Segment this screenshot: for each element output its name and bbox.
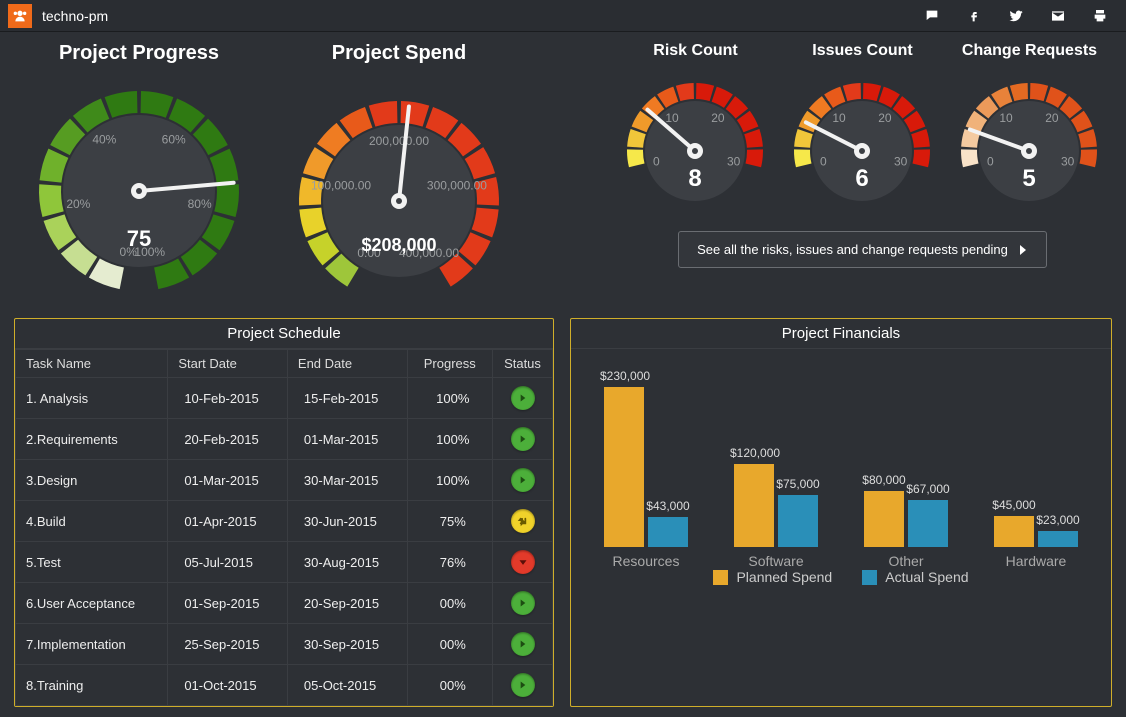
- status-icon: [511, 386, 535, 410]
- gauge-title: Issues Count: [780, 42, 945, 60]
- panel-title: Project Financials: [571, 319, 1111, 349]
- svg-text:$208,000: $208,000: [361, 235, 436, 255]
- gauge-title: Project Spend: [274, 42, 524, 65]
- status-icon: [511, 632, 535, 656]
- legend-planned: Planned Spend: [713, 569, 832, 585]
- bar-group: $45,000$23,000 Hardware: [981, 377, 1091, 569]
- bar-actual: $75,000: [778, 495, 818, 547]
- financials-chart: $230,000$43,000 Resources $120,000$75,000 S…: [571, 349, 1111, 603]
- svg-text:20: 20: [711, 111, 725, 125]
- svg-text:0: 0: [653, 154, 660, 168]
- svg-text:200,000.00: 200,000.00: [369, 134, 429, 148]
- legend-label: Planned Spend: [736, 569, 832, 585]
- table-header: Start Date: [168, 350, 288, 378]
- bar-planned: $230,000: [604, 387, 644, 547]
- bar-group: $120,000$75,000 Software: [721, 377, 831, 569]
- facebook-icon[interactable]: [966, 8, 982, 24]
- table-row: 7.Implementation25-Sep-201530-Sep-201500…: [16, 624, 553, 665]
- table-row: 2.Requirements20-Feb-201501-Mar-2015100%: [16, 419, 553, 460]
- table-row: 3.Design01-Mar-201530-Mar-2015100%: [16, 460, 553, 501]
- gauge-risk: Risk Count 0 10 20 30 8: [613, 42, 778, 221]
- table-row: 1. Analysis10-Feb-201515-Feb-2015100%: [16, 378, 553, 419]
- users-icon: [12, 8, 28, 24]
- topbar: techno-pm: [0, 0, 1126, 32]
- topbar-actions: [924, 8, 1118, 24]
- svg-text:60%: 60%: [162, 133, 186, 147]
- status-icon: [511, 509, 535, 533]
- bar-planned: $80,000: [864, 491, 904, 547]
- brand-name: techno-pm: [42, 8, 924, 24]
- chat-icon[interactable]: [924, 8, 940, 24]
- schedule-panel: Project Schedule Task NameStart DateEnd …: [14, 318, 554, 707]
- table-header: Progress: [407, 350, 493, 378]
- svg-text:10: 10: [665, 111, 679, 125]
- svg-text:5: 5: [1022, 165, 1035, 192]
- svg-text:30: 30: [727, 154, 741, 168]
- svg-text:100,000.00: 100,000.00: [311, 178, 371, 192]
- svg-text:20: 20: [1045, 111, 1059, 125]
- pending-link[interactable]: See all the risks, issues and change req…: [678, 231, 1047, 268]
- table-header: Status: [493, 350, 553, 378]
- status-icon: [511, 468, 535, 492]
- financials-panel: Project Financials $230,000$43,000 Resour…: [570, 318, 1112, 707]
- gauge-change: Change Requests 0 10 20 30 5: [947, 42, 1112, 221]
- bar-planned: $120,000: [734, 464, 774, 547]
- gauge-progress: Project Progress 0%20%40%60%80%100%75: [14, 42, 264, 306]
- mail-icon[interactable]: [1050, 8, 1066, 24]
- status-icon: [511, 591, 535, 615]
- logo-badge: [8, 4, 32, 28]
- svg-text:40%: 40%: [92, 133, 116, 147]
- legend-actual: Actual Spend: [862, 569, 968, 585]
- bar-category: Other: [888, 553, 923, 569]
- bar-category: Resources: [613, 553, 680, 569]
- status-icon: [511, 427, 535, 451]
- chevron-right-icon: [1018, 245, 1028, 255]
- svg-text:80%: 80%: [188, 197, 212, 211]
- gauge-spend: Project Spend 0.00100,000.00200,000.0030…: [274, 42, 524, 306]
- table-header: End Date: [287, 350, 407, 378]
- gauge-title: Change Requests: [947, 42, 1112, 60]
- bar-group: $230,000$43,000 Resources: [591, 377, 701, 569]
- table-row: 4.Build01-Apr-201530-Jun-201575%: [16, 501, 553, 542]
- svg-text:0: 0: [987, 154, 994, 168]
- bar-category: Hardware: [1006, 553, 1067, 569]
- bar-planned: $45,000: [994, 516, 1034, 547]
- panel-title: Project Schedule: [15, 319, 553, 349]
- gauge-issues: Issues Count 0 10 20 30 6: [780, 42, 945, 221]
- table-row: 6.User Acceptance01-Sep-201520-Sep-20150…: [16, 583, 553, 624]
- svg-text:20: 20: [878, 111, 892, 125]
- bar-group: $80,000$67,000 Other: [851, 377, 961, 569]
- svg-text:75: 75: [127, 226, 151, 251]
- svg-text:10: 10: [832, 111, 846, 125]
- svg-text:30: 30: [894, 154, 908, 168]
- svg-text:10: 10: [999, 111, 1013, 125]
- print-icon[interactable]: [1092, 8, 1108, 24]
- bar-actual: $43,000: [648, 517, 688, 547]
- pending-link-text: See all the risks, issues and change req…: [697, 242, 1008, 257]
- schedule-table: Task NameStart DateEnd DateProgressStatu…: [15, 349, 553, 706]
- legend-label: Actual Spend: [885, 569, 968, 585]
- status-icon: [511, 550, 535, 574]
- svg-text:20%: 20%: [66, 197, 90, 211]
- table-row: 5.Test05-Jul-201530-Aug-201576%: [16, 542, 553, 583]
- table-header: Task Name: [16, 350, 168, 378]
- bar-actual: $67,000: [908, 500, 948, 547]
- svg-text:300,000.00: 300,000.00: [427, 178, 487, 192]
- twitter-icon[interactable]: [1008, 8, 1024, 24]
- bar-category: Software: [748, 553, 803, 569]
- gauge-title: Project Progress: [14, 42, 264, 65]
- bar-actual: $23,000: [1038, 531, 1078, 547]
- svg-text:8: 8: [688, 165, 701, 192]
- svg-text:0: 0: [820, 154, 827, 168]
- svg-text:30: 30: [1061, 154, 1075, 168]
- table-row: 8.Training01-Oct-201505-Oct-201500%: [16, 665, 553, 706]
- svg-text:6: 6: [855, 165, 868, 192]
- gauge-title: Risk Count: [613, 42, 778, 60]
- status-icon: [511, 673, 535, 697]
